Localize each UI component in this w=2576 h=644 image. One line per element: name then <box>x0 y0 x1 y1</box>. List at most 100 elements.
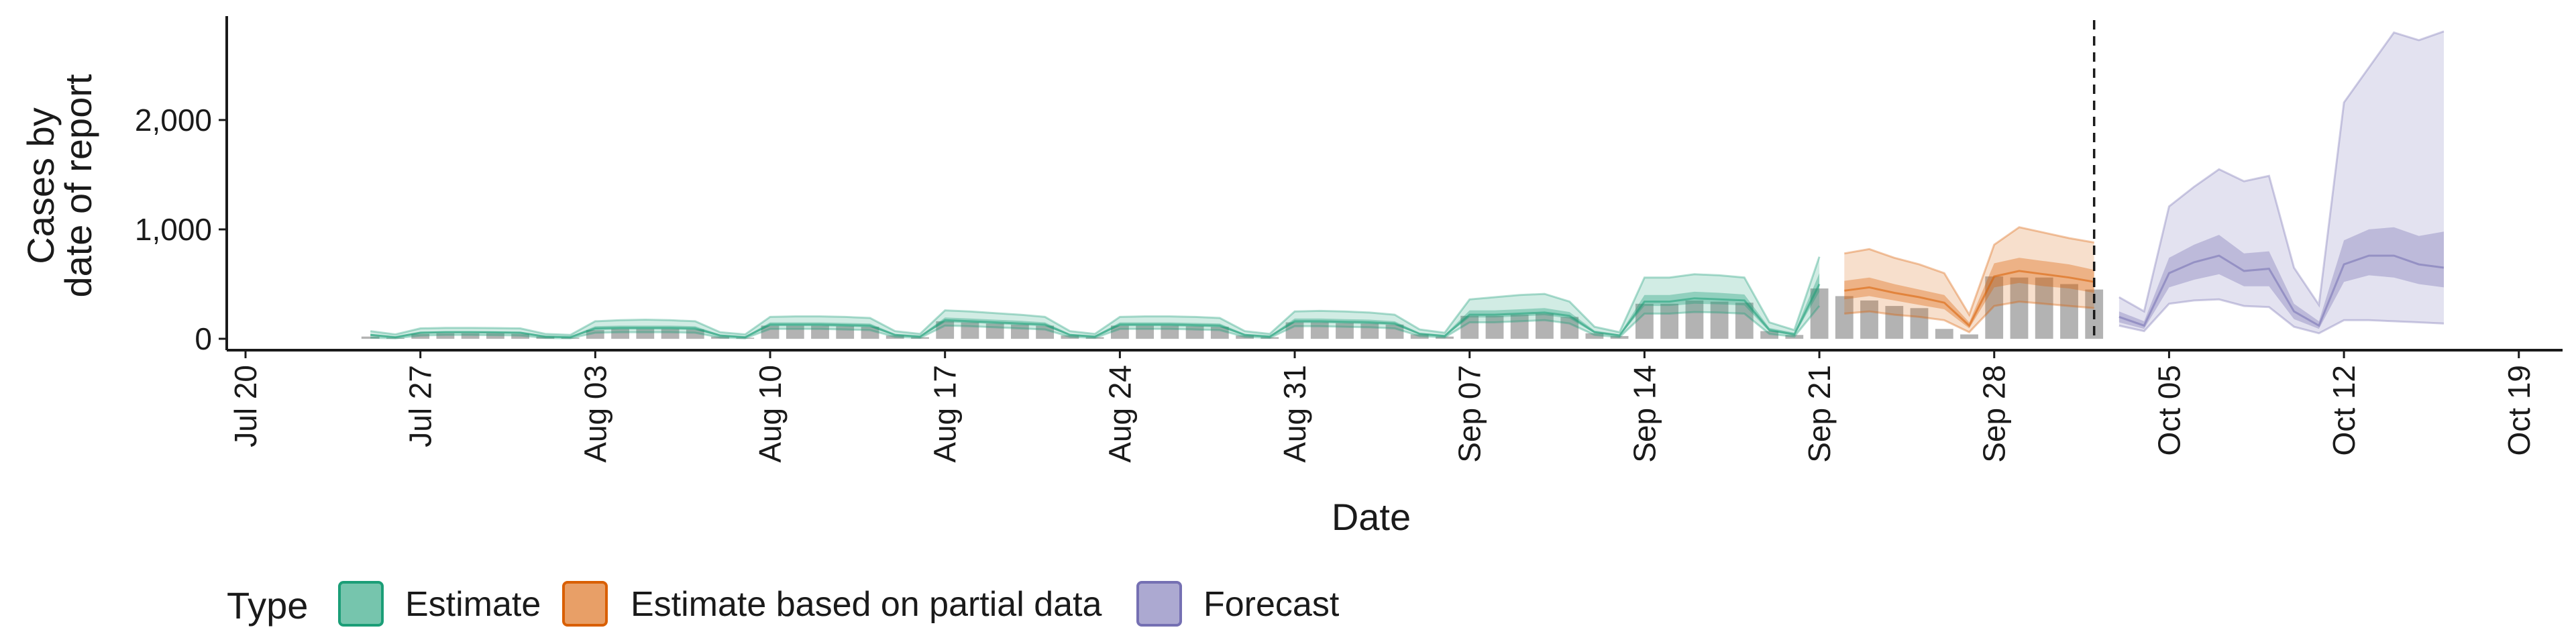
x-tick-label: Sep 07 <box>1452 365 1487 463</box>
x-tick-label: Aug 17 <box>928 365 963 463</box>
x-axis-title: Date <box>1332 496 1411 538</box>
legend-key-forecast <box>1136 581 1182 627</box>
reported-case-bar <box>1310 322 1329 339</box>
y-axis-title-line-2: date of report <box>57 74 99 298</box>
median-line-estimate <box>370 283 1821 339</box>
reported-case-bar <box>1935 329 1953 339</box>
reported-case-bar <box>1061 335 1079 339</box>
ribbon-50-forecast <box>2118 227 2444 329</box>
y-tick-label: 2,000 <box>135 103 212 138</box>
legend-title: Type <box>227 584 308 627</box>
reported-case-bar <box>2060 284 2078 339</box>
reported-case-bar <box>436 333 455 339</box>
reported-case-bar <box>661 329 680 339</box>
reported-case-bar <box>461 333 480 339</box>
reported-case-bar <box>1835 296 1854 339</box>
reported-case-bar <box>1685 300 1704 339</box>
reported-case-bar <box>1436 336 1454 339</box>
x-tick-label: Oct 19 <box>2502 365 2536 456</box>
reported-case-bar <box>361 336 380 339</box>
reported-case-bar <box>861 327 879 339</box>
reported-case-bar <box>736 337 755 339</box>
plot-area <box>361 20 2445 340</box>
legend-key-estimate-partial <box>562 581 608 627</box>
legend-label-estimate: Estimate <box>405 585 541 624</box>
reported-case-bar <box>1036 325 1054 339</box>
reported-case-bar <box>1210 327 1229 339</box>
x-tick-label: Aug 03 <box>578 365 612 463</box>
reported-case-bar <box>1410 334 1429 339</box>
legend: Type Estimate Estimate based on partial … <box>227 581 1340 627</box>
upper-edge-estimate <box>370 256 1821 336</box>
reported-case-bar <box>1710 301 1729 339</box>
reported-case-bar <box>1161 325 1179 339</box>
reported-case-bar <box>836 326 855 339</box>
x-tick-label: Aug 24 <box>1102 365 1137 463</box>
reported-case-bar <box>1910 308 1929 339</box>
reported-case-bar <box>1785 335 1804 339</box>
reported-case-bar <box>536 336 555 339</box>
reported-case-bar <box>811 325 829 339</box>
reported-case-bar <box>985 323 1004 339</box>
reported-case-bar <box>1085 337 1104 339</box>
x-tick-label: Jul 27 <box>403 365 438 447</box>
upper-edge-estimate-based-on-partial-data <box>1844 226 2094 317</box>
y-tick-label: 0 <box>195 321 212 356</box>
reported-case-bar <box>1185 326 1204 339</box>
reported-case-bar <box>1536 313 1554 339</box>
y-axis-title-line-1: Cases by <box>19 107 62 264</box>
reported-case-bar <box>2010 277 2029 339</box>
reported-case-bar <box>1485 315 1504 339</box>
reported-case-bar <box>686 329 704 339</box>
reported-case-bar <box>386 337 405 339</box>
ribbon-90-estimate-based-on-partial-data <box>1844 227 2094 333</box>
reported-case-bar <box>1510 315 1529 339</box>
reported-case-bar <box>586 330 604 339</box>
reported-case-bar <box>1011 324 1029 339</box>
reported-case-bar <box>711 336 729 339</box>
reported-case-bar <box>2035 277 2053 339</box>
x-tick-label: Oct 12 <box>2326 365 2361 456</box>
ribbon-90-estimate <box>370 256 1820 339</box>
x-tick-label: Sep 28 <box>1977 365 2012 463</box>
median-line-forecast <box>2118 254 2445 327</box>
reported-case-bar <box>885 335 904 339</box>
reported-case-bar <box>411 333 430 339</box>
lower-edge-estimate <box>370 305 1821 339</box>
reported-case-bar <box>911 337 929 339</box>
reported-case-bar <box>1360 323 1379 339</box>
reported-case-bar <box>486 333 504 339</box>
reported-case-bar <box>1885 306 1904 339</box>
reported-case-bar <box>1111 325 1129 339</box>
ribbon-50-estimate-based-on-partial-data <box>1844 258 2094 329</box>
axes: 0 1,000 2,000 Jul 20 Jul 27 Aug 03 Aug 10 Aug 1… <box>135 16 2563 463</box>
reported-case-bar <box>1336 323 1354 339</box>
reported-case-bar <box>561 337 580 339</box>
reported-case-bar <box>1585 333 1604 339</box>
legend-key-estimate <box>338 581 384 627</box>
reported-case-bar <box>511 333 529 339</box>
lower-edge-estimate-based-on-partial-data <box>1844 301 2094 334</box>
x-tick-label: Jul 20 <box>228 365 263 447</box>
reported-case-bar <box>1236 335 1254 339</box>
reported-case-bar <box>1860 300 1878 339</box>
x-tick-label: Oct 05 <box>2151 365 2186 456</box>
reported-case-bar <box>1660 303 1678 339</box>
lower-edge-forecast <box>2118 298 2445 335</box>
upper-edge-forecast <box>2118 30 2445 313</box>
reported-case-bar <box>1760 331 1778 339</box>
reported-case-bar <box>1385 324 1404 339</box>
reported-case-bar <box>636 329 655 339</box>
legend-label-estimate-partial: Estimate based on partial data <box>631 585 1102 624</box>
x-tick-label: Sep 14 <box>1627 365 1662 463</box>
x-tick-label: Sep 21 <box>1802 365 1837 463</box>
reported-case-bar <box>961 322 979 339</box>
x-tick-label: Aug 31 <box>1277 365 1312 463</box>
reported-case-bar <box>761 325 780 339</box>
reported-case-bar <box>786 325 804 339</box>
reported-case-bar <box>1960 334 1978 339</box>
legend-label-forecast: Forecast <box>1203 585 1340 624</box>
reported-case-bar <box>1260 337 1279 339</box>
median-line-estimate-based-on-partial-data <box>1844 270 2094 327</box>
reported-case-bar <box>1610 335 1629 339</box>
